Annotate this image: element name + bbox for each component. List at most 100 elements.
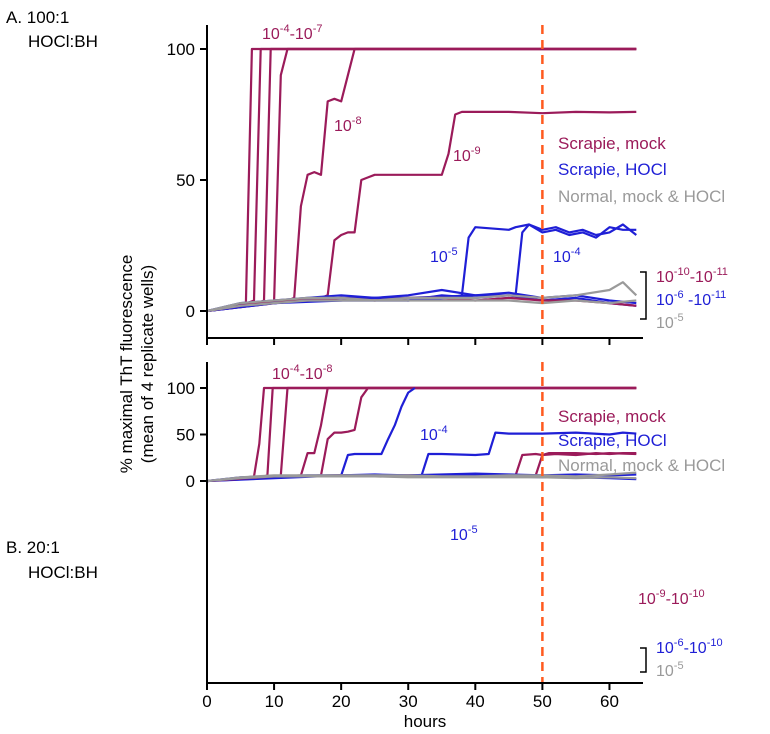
bracket-b bbox=[640, 647, 647, 673]
ann-base: 10 bbox=[450, 527, 468, 544]
annotation-a-mock-8: 10-8 bbox=[334, 115, 362, 135]
bracket-a bbox=[640, 271, 647, 320]
series-line-scrapie-mock bbox=[206, 47, 637, 313]
legend-scrapie-mock: Scrapie, mock bbox=[558, 407, 666, 426]
ann-exp: -10 bbox=[674, 266, 690, 278]
y-tick-label: 100 bbox=[167, 40, 195, 59]
ann-exp: -5 bbox=[448, 246, 458, 258]
annotation-a-mock-10-11: 10-10-10-11 bbox=[656, 266, 728, 286]
ann-exp: -4 bbox=[280, 23, 290, 35]
ann-exp: -9 bbox=[471, 145, 481, 157]
annotation-b-hocl-4: 10-4 bbox=[420, 424, 448, 444]
annotation-a-hocl-5: 10-5 bbox=[430, 246, 458, 266]
panel-a: A. 100:1 HOCl:BH 0 50 100 Scrapie, mock Sc… bbox=[6, 8, 728, 345]
ann-exp2: -11 bbox=[711, 289, 726, 301]
y-tick-label: 0 bbox=[186, 302, 195, 321]
x-axis-title: hours bbox=[404, 712, 447, 731]
ann-base: 10 bbox=[272, 366, 290, 383]
y-tick-label: 100 bbox=[167, 379, 195, 398]
y-tick-label: 50 bbox=[176, 171, 195, 190]
ann-base: 10 bbox=[656, 292, 674, 309]
ann-exp2: -10 bbox=[689, 588, 705, 600]
series-line-scrapie-mock bbox=[206, 47, 637, 313]
ann-base: 10 bbox=[656, 640, 674, 657]
x-tick-label: 50 bbox=[533, 692, 552, 711]
annotation-b-hocl-6-10: 10-6-10-10 bbox=[656, 637, 723, 657]
ann-exp2: -8 bbox=[323, 363, 333, 375]
panel-b-plot-area: 0 50 100 0 10 20 30 40 50 60 bbox=[167, 362, 643, 711]
series-line-normal bbox=[206, 475, 637, 483]
annotation-a-normal-5: 10-5 bbox=[656, 312, 684, 332]
ann-exp: -5 bbox=[674, 312, 684, 324]
y-axis-title-line-1: % maximal ThT fluorescence bbox=[117, 255, 136, 474]
ann-exp2: -10 bbox=[707, 637, 723, 649]
series-line-scrapie-mock bbox=[206, 47, 637, 313]
annotation-b-hocl-5: 10-5 bbox=[450, 524, 478, 544]
legend-scrapie-mock: Scrapie, mock bbox=[558, 134, 666, 153]
ann-base: 10 bbox=[430, 249, 448, 266]
series-line-normal bbox=[206, 281, 638, 313]
ann-exp: -6 bbox=[674, 289, 684, 301]
ann-sep: - bbox=[690, 269, 695, 286]
y-tick-label: 0 bbox=[186, 472, 195, 491]
ann-base: 10 bbox=[453, 148, 471, 165]
ann-exp: -8 bbox=[352, 115, 362, 127]
legend-normal: Normal, mock & HOCl bbox=[558, 187, 725, 206]
series-line-scrapie-mock bbox=[206, 47, 637, 313]
series-line-scrapie-mock bbox=[206, 47, 637, 313]
panel-a-sublabel: HOCl:BH bbox=[28, 32, 98, 51]
ann-exp: -5 bbox=[468, 524, 478, 536]
annotation-a-hocl-6-11: 10-6 -10-11 bbox=[656, 289, 726, 309]
ann-base2: 10 bbox=[689, 640, 707, 657]
annotation-a-mock-4-7: 10-4-10-7 bbox=[262, 23, 322, 43]
ann-base2: 10 bbox=[671, 591, 689, 608]
ann-sep: - bbox=[300, 366, 305, 383]
ann-sep: - bbox=[684, 640, 689, 657]
panel-b-label: B. 20:1 bbox=[6, 538, 60, 557]
series-line-scrapie-mock bbox=[206, 110, 637, 313]
annotation-b-mock-9-10: 10-9-10-10 bbox=[638, 588, 705, 608]
ann-exp: -4 bbox=[571, 246, 581, 258]
ann-base: 10 bbox=[334, 118, 352, 135]
ann-base2: 10 bbox=[695, 269, 713, 286]
x-tick-label: 30 bbox=[399, 692, 418, 711]
panel-a-plot-area: 0 50 100 bbox=[167, 25, 643, 345]
x-tick-label: 40 bbox=[466, 692, 485, 711]
panel-b-sublabel: HOCl:BH bbox=[28, 563, 98, 582]
ann-base: 10 bbox=[420, 427, 438, 444]
x-tick-label: 60 bbox=[600, 692, 619, 711]
ann-sep: - bbox=[666, 591, 671, 608]
x-tick-label: 20 bbox=[332, 692, 351, 711]
ann-exp: -4 bbox=[438, 424, 448, 436]
ann-sep: - bbox=[290, 26, 295, 43]
ann-base2: 10 bbox=[295, 26, 313, 43]
annotation-a-hocl-4: 10-4 bbox=[553, 246, 581, 266]
legend-normal: Normal, mock & HOCl bbox=[558, 456, 725, 475]
ann-exp2: -7 bbox=[313, 23, 323, 35]
annotation-a-mock-9: 10-9 bbox=[453, 145, 481, 165]
ann-base2: 10 bbox=[305, 366, 323, 383]
ann-exp: -9 bbox=[656, 588, 666, 600]
ann-base: 10 bbox=[656, 269, 674, 286]
annotation-b-mock-4-8: 10-4-10-8 bbox=[272, 363, 332, 383]
annotation-b-normal-5: 10-5 bbox=[656, 660, 684, 680]
ann-base: 10 bbox=[553, 249, 571, 266]
ann-exp: -6 bbox=[674, 637, 684, 649]
panel-a-label: A. 100:1 bbox=[6, 8, 69, 27]
ann-exp: -4 bbox=[290, 363, 300, 375]
ann-base: 10 bbox=[638, 591, 656, 608]
x-tick-label: 0 bbox=[202, 692, 211, 711]
ann-base: 10 bbox=[656, 663, 674, 680]
ann-base: 10 bbox=[656, 315, 674, 332]
series-line-scrapie-mock bbox=[206, 386, 637, 483]
ann-base: 10 bbox=[262, 26, 280, 43]
panel-b: B. 20:1 HOCl:BH 0 50 100 0 10 20 30 40 50 60 Scra… bbox=[6, 362, 725, 711]
series-line-scrapie-hocl bbox=[206, 387, 416, 483]
legend-scrapie-hocl: Scrapie, HOCl bbox=[558, 160, 667, 179]
ann-exp: -5 bbox=[674, 660, 684, 672]
series-line-normal bbox=[206, 299, 637, 313]
y-tick-label: 50 bbox=[176, 426, 195, 445]
legend-scrapie-hocl: Scrapie, HOCl bbox=[558, 431, 667, 450]
y-axis-title-line-2: (mean of 4 replicate wells) bbox=[138, 265, 157, 463]
